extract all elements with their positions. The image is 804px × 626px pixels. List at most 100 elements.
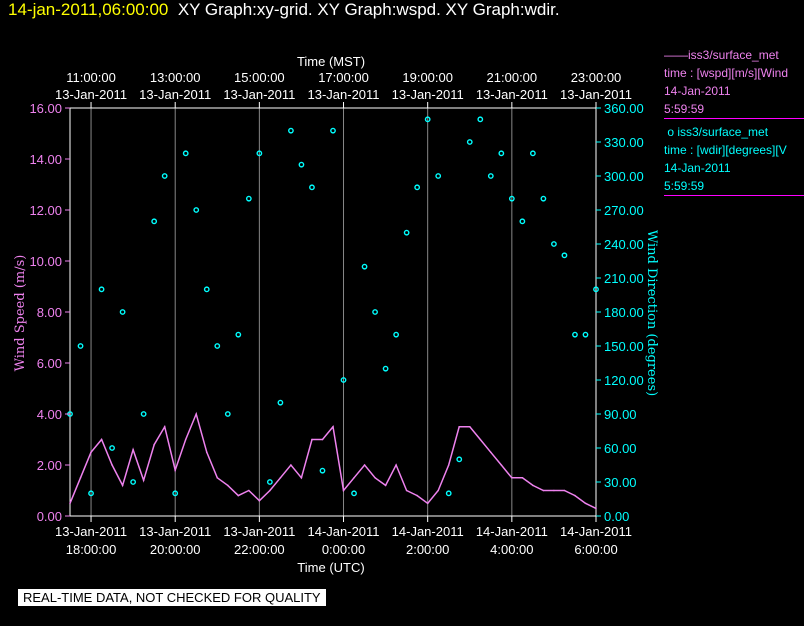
wspd-point <box>395 464 397 466</box>
wspd-point <box>584 502 587 505</box>
wspd-point <box>426 502 429 505</box>
wdir-point <box>414 184 421 191</box>
wdir-point <box>161 173 168 179</box>
wdir-point <box>235 331 242 338</box>
y-left-tick-label: 0.00 <box>37 509 62 524</box>
legend-wdir-var: time : [wdir][degrees][V <box>664 143 787 157</box>
x-tick-label-date: 13-Jan-2011 <box>223 524 295 539</box>
wspd-point <box>532 484 534 487</box>
wspd-point <box>100 438 103 441</box>
wspd-series <box>69 411 597 510</box>
x-tick-label-date: 14-Jan-2011 <box>560 524 632 539</box>
wspd-point <box>69 502 71 505</box>
wdir-point <box>466 139 473 145</box>
wspd-point <box>248 489 250 492</box>
wspd-point <box>500 464 503 466</box>
wspd-point <box>321 438 324 441</box>
wspd-point <box>258 499 261 502</box>
wspd-point <box>468 425 471 428</box>
wspd-point <box>300 476 303 479</box>
wspd-point <box>269 489 271 492</box>
wspd-point <box>142 479 145 482</box>
legend-wspd-time: 5:59:59 <box>664 102 705 116</box>
wdir-point <box>277 399 284 406</box>
wdir-point <box>435 173 442 179</box>
legend-wspd[interactable]: ——iss3/surface_met time : [wspd][m/s][Wi… <box>664 46 804 119</box>
x-tick-label-time: 4:00:00 <box>490 542 533 557</box>
plot-frame <box>69 107 597 517</box>
x-tick-label-time: 0:00:00 <box>322 542 365 557</box>
top-tick-label-time: 19:00:00 <box>402 70 453 85</box>
wdir-point <box>445 490 452 497</box>
legend-wdir-time: 5:59:59 <box>664 179 705 193</box>
top-tick-label-time: 17:00:00 <box>318 70 369 85</box>
wdir-point <box>456 456 463 463</box>
y-left-tick-label: 4.00 <box>37 407 62 422</box>
y-left-tick-label: 10.00 <box>29 254 62 269</box>
wdir-point <box>88 490 94 497</box>
wdir-point <box>424 116 431 123</box>
wdir-point <box>351 490 357 497</box>
wdir-point <box>361 263 368 270</box>
y-left-tick-label: 16.00 <box>29 101 62 116</box>
wspd-point <box>363 464 366 466</box>
wdir-point <box>508 195 515 202</box>
legend-wdir[interactable]: o iss3/surface_met time : [wdir][degrees… <box>664 123 804 196</box>
y-left-tick-label: 12.00 <box>29 203 62 218</box>
top-axis-ticks: 11:00:00 13-Jan-2011 13:00:00 13-Jan-2011 15… <box>55 70 632 108</box>
wdir-point <box>288 127 294 134</box>
wdir-point <box>487 173 494 179</box>
wdir-point <box>203 286 210 293</box>
x-tick-label-time: 18:00:00 <box>66 542 117 557</box>
wdir-point <box>403 229 410 236</box>
wdir-point <box>224 411 231 417</box>
x-tick-label-date: 14-Jan-2011 <box>476 524 548 539</box>
graph-title: 14-jan-2011,06:00:00 XY Graph:xy-grid. X… <box>8 0 560 20</box>
right-axis-ticks: 0.00 30.00 60.00 90.00 120.00 150.00 180.00 210… <box>596 101 644 524</box>
wdir-point <box>593 286 599 293</box>
wspd-point <box>205 451 208 454</box>
wdir-point <box>140 411 147 417</box>
grid <box>90 108 597 516</box>
y-right-tick-label: 330.00 <box>604 135 644 150</box>
wdir-point <box>245 195 252 202</box>
wspd-point <box>90 451 92 454</box>
left-axis-label: Wind Speed (m/s) <box>13 255 28 372</box>
wspd-point <box>384 484 387 487</box>
y-right-tick-label: 180.00 <box>604 305 644 320</box>
wdir-point <box>130 479 137 485</box>
y-left-tick-label: 14.00 <box>29 152 62 167</box>
right-axis-label: Wind Direction (degrees) <box>644 230 659 396</box>
top-tick-label-time: 21:00:00 <box>487 70 538 85</box>
quality-notice: REAL-TIME DATA, NOT CHECKED FOR QUALITY <box>18 589 326 606</box>
wdir-series <box>67 116 599 497</box>
wdir-point <box>119 309 126 315</box>
wspd-point <box>184 438 187 441</box>
y-right-tick-label: 210.00 <box>604 271 644 286</box>
y-right-tick-label: 60.00 <box>604 441 637 456</box>
y-right-tick-label: 360.00 <box>604 101 644 116</box>
y-right-tick-label: 240.00 <box>604 237 644 252</box>
wdir-point <box>561 252 568 259</box>
wspd-point <box>279 476 282 479</box>
timestamp: 14-jan-2011,06:00:00 <box>8 0 169 19</box>
wdir-point <box>330 127 336 134</box>
wdir-point <box>498 150 505 157</box>
wdir-point <box>298 161 305 168</box>
top-tick-label-date: 13-Jan-2011 <box>307 87 379 102</box>
wdir-point <box>193 207 200 213</box>
graph-list: XY Graph:xy-grid. XY Graph:wspd. XY Grap… <box>177 0 560 19</box>
x-tick-label-time: 22:00:00 <box>234 542 285 557</box>
legend-wspd-line: —— <box>664 48 688 62</box>
wdir-point <box>519 218 526 225</box>
left-axis-ticks: 0.00 2.00 4.00 6.00 8.00 10.00 12.00 14.00 16.00 <box>29 101 70 524</box>
x-tick-label-time: 2:00:00 <box>406 542 449 557</box>
x-tick-label-time: 6:00:00 <box>574 542 617 557</box>
wspd-point <box>353 476 355 479</box>
legend-wdir-date: 14-Jan-2011 <box>664 161 731 175</box>
legend-wdir-name: iss3/surface_met <box>677 125 769 139</box>
wspd-point <box>416 494 418 497</box>
wspd-point <box>405 489 408 492</box>
y-right-tick-label: 90.00 <box>604 407 637 422</box>
wdir-point <box>372 309 378 315</box>
